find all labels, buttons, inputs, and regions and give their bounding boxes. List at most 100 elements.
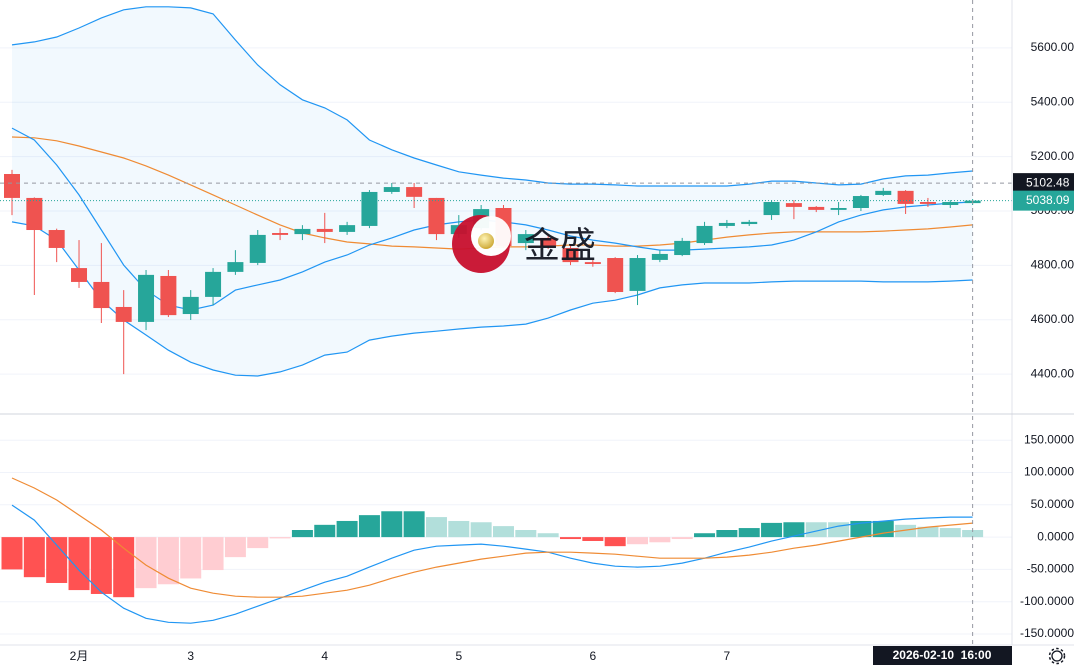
candle-body — [696, 225, 713, 244]
candle-body — [182, 296, 199, 315]
y-tick-label: 5600.00 — [1031, 40, 1074, 54]
candle-body — [718, 222, 735, 226]
y-tick-label: -50.0000 — [1027, 562, 1074, 576]
histogram-bar — [872, 520, 894, 538]
histogram-bar — [448, 520, 470, 538]
x-tick-label: 5 — [455, 649, 462, 663]
histogram-bar — [68, 537, 90, 591]
candle-body — [428, 197, 445, 235]
candle-body — [316, 228, 333, 232]
y-tick-label: 4600.00 — [1031, 312, 1074, 326]
histogram-bar — [582, 537, 604, 541]
candle-body — [651, 253, 668, 260]
histogram-bar — [627, 537, 649, 545]
histogram-bar — [716, 530, 738, 538]
histogram-bar — [46, 537, 68, 583]
histogram-bar — [425, 517, 447, 538]
y-tick-label: 5200.00 — [1031, 149, 1074, 163]
histogram-bar — [180, 537, 202, 579]
y-tick-label: -100.0000 — [1020, 594, 1074, 608]
band-fill — [12, 6, 973, 377]
histogram-bar — [202, 537, 224, 571]
candle-body — [272, 233, 289, 235]
x-tick-label: 7 — [724, 649, 731, 663]
y-tick-label: 50.0000 — [1031, 497, 1074, 511]
histogram-bar — [761, 522, 783, 538]
histogram-bar — [224, 537, 246, 558]
histogram-bar — [917, 526, 939, 538]
histogram-bar — [492, 526, 514, 538]
plot-area — [0, 6, 1012, 624]
indicator-line — [11, 477, 973, 598]
y-tick-label: 0.0000 — [1037, 529, 1074, 543]
gear-teeth[interactable] — [1048, 647, 1066, 665]
histogram-bar — [135, 537, 157, 589]
histogram-bar — [604, 537, 626, 547]
candle-body — [741, 221, 758, 225]
histogram-bar — [23, 537, 45, 578]
candle-body — [138, 274, 155, 322]
x-tick-label: 4 — [321, 649, 328, 663]
crosshair-time-box — [873, 646, 1012, 665]
crosshair-price-label: 5102.48 — [1026, 175, 1070, 189]
y-tick-label: 100.0000 — [1024, 465, 1074, 479]
candle-body — [852, 196, 869, 208]
histogram-bar — [783, 522, 805, 538]
histogram-bar — [291, 530, 313, 538]
histogram-bar — [314, 524, 336, 538]
y-tick-label: 150.0000 — [1024, 432, 1074, 446]
y-tick-label: 4800.00 — [1031, 258, 1074, 272]
histogram-bar — [90, 537, 112, 594]
watermark-text: 金盛 — [524, 225, 596, 266]
histogram-bar — [962, 530, 984, 538]
histogram-bar — [269, 537, 291, 539]
x-tick-label: 2月 — [70, 649, 89, 663]
candle-body — [383, 187, 400, 192]
indicator-line — [11, 504, 973, 624]
candle-body — [93, 281, 110, 309]
candle-body — [227, 262, 244, 272]
histogram-bar — [895, 524, 917, 538]
candle-body — [763, 202, 780, 216]
histogram-bar — [381, 511, 403, 538]
candle-body — [294, 228, 311, 235]
candle-body — [607, 258, 624, 293]
candle-body — [785, 203, 802, 207]
histogram-bar — [649, 537, 671, 543]
histogram-bar — [113, 537, 135, 598]
candle-body — [674, 240, 691, 256]
histogram-bar — [850, 520, 872, 538]
candle-body — [71, 268, 88, 282]
candle-body — [115, 306, 132, 322]
x-tick-label: 6 — [589, 649, 596, 663]
candle-body — [584, 262, 601, 265]
candle-body — [919, 202, 936, 204]
histogram-bar — [805, 522, 827, 538]
histogram-bar — [336, 520, 358, 538]
histogram-bar — [358, 515, 380, 538]
candle-body — [875, 190, 892, 195]
histogram-bar — [694, 533, 716, 538]
histogram-bar — [403, 511, 425, 538]
gear-icon[interactable] — [1051, 650, 1063, 662]
candle-body — [160, 275, 177, 316]
histogram-bar — [939, 528, 961, 538]
last-price-label: 5038.09 — [1026, 193, 1070, 207]
last-price-box — [1013, 190, 1074, 211]
candle-body — [48, 230, 65, 248]
y-tick-label: 4400.00 — [1031, 366, 1074, 380]
histogram-bar — [515, 530, 537, 538]
candle-body — [339, 225, 356, 232]
histogram-bar — [157, 537, 179, 585]
candle-body — [517, 234, 534, 244]
watermark: 金盛 — [452, 215, 596, 273]
candle-body — [26, 197, 43, 231]
y-tick-label: 5400.00 — [1031, 94, 1074, 108]
settings-button[interactable] — [1048, 647, 1066, 665]
crosshair-time-label: 2026-02-10 16:00 — [893, 648, 992, 662]
histogram-bar — [1, 537, 23, 570]
histogram-bar — [470, 522, 492, 538]
